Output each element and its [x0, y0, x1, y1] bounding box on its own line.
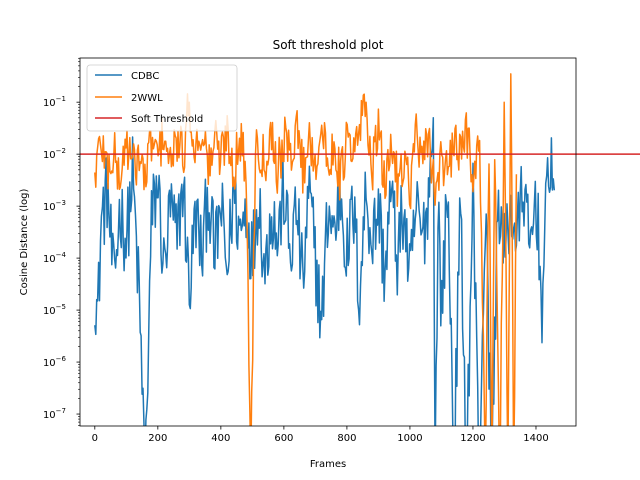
x-tick-label: 400 [211, 433, 230, 444]
x-tick-label: 200 [148, 433, 167, 444]
x-tick-label: 1200 [460, 433, 485, 444]
series-line-cdbc [94, 117, 556, 426]
legend-label-cdbc: CDBC [131, 71, 159, 82]
legend-label-threshold: Soft Threshold [131, 114, 203, 125]
x-axis-label: Frames [310, 459, 346, 470]
y-axis-label: Cosine Distance (log) [19, 189, 30, 296]
x-tick-label: 1400 [523, 433, 548, 444]
legend-box [86, 64, 238, 132]
x-tick-label: 1000 [397, 433, 422, 444]
legend-label-2wwl: 2WWL [131, 93, 163, 104]
plot-frame [79, 57, 577, 427]
legend: CDBC 2WWL Soft Threshold [86, 64, 238, 132]
chart-title: Soft threshold plot [273, 38, 384, 52]
x-tick-label: 600 [274, 433, 293, 444]
x-tick-label: 0 [92, 433, 98, 444]
x-axis-ticks: 0 200 400 600 800 1000 1200 1400 [92, 426, 549, 444]
x-tick-label: 800 [337, 433, 356, 444]
